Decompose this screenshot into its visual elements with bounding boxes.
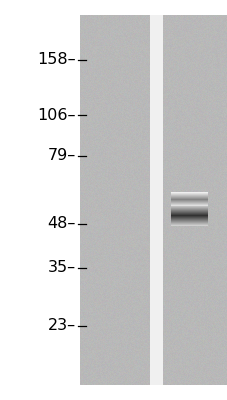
Text: 79–: 79–: [47, 148, 76, 164]
Text: 158–: 158–: [37, 52, 76, 68]
Text: 48–: 48–: [47, 216, 76, 232]
Text: 35–: 35–: [48, 260, 76, 276]
Text: 23–: 23–: [48, 318, 76, 334]
Text: 106–: 106–: [37, 108, 76, 122]
